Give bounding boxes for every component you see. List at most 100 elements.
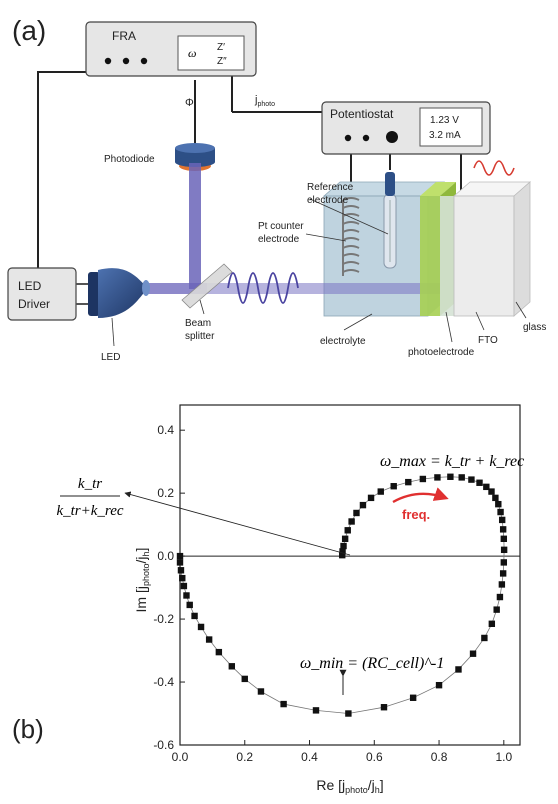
data-point xyxy=(496,593,504,601)
data-point xyxy=(312,707,320,714)
pt-label-2: electrode xyxy=(258,234,300,245)
x-tick-label: 0.6 xyxy=(366,750,383,764)
fra-device: FRA ω Z′ Z″ xyxy=(85,21,257,77)
data-point xyxy=(205,636,213,643)
data-points xyxy=(176,473,508,717)
fra-z2: Z″ xyxy=(217,56,227,67)
data-point xyxy=(481,634,488,642)
electrolyte-label: electrolyte xyxy=(320,336,366,347)
data-point xyxy=(197,623,205,631)
data-point xyxy=(500,546,508,554)
data-point xyxy=(492,494,499,502)
data-point xyxy=(191,612,198,620)
y-tick-label: -0.2 xyxy=(153,612,174,626)
data-point xyxy=(359,501,367,509)
data-point xyxy=(179,574,186,582)
data-point xyxy=(280,700,287,708)
data-point xyxy=(447,473,454,480)
beam-splitter-label-2: splitter xyxy=(185,331,215,342)
fra-knob xyxy=(104,57,112,65)
modulation-wave xyxy=(227,272,299,304)
data-point xyxy=(499,526,507,533)
data-point xyxy=(228,663,236,670)
data-point xyxy=(493,606,500,613)
pt-counter-electrode xyxy=(342,197,360,276)
data-point xyxy=(497,508,504,516)
led-driver-label-1: LED xyxy=(18,279,42,293)
data-point xyxy=(498,516,506,524)
data-point xyxy=(409,694,417,701)
data-point xyxy=(176,559,184,566)
data-point xyxy=(468,476,475,483)
beam-splitter xyxy=(181,263,233,309)
x-axis-ticks: 0.0 0.2 0.4 0.6 0.8 1.0 xyxy=(172,740,512,764)
data-point xyxy=(339,551,346,559)
potentiostat-knob xyxy=(386,131,398,143)
data-point xyxy=(257,688,265,695)
fra-knob xyxy=(140,57,148,65)
data-point xyxy=(390,483,397,490)
y-tick-label: -0.6 xyxy=(153,738,174,752)
data-point xyxy=(405,478,412,486)
data-point xyxy=(367,494,375,502)
data-point xyxy=(469,650,477,657)
data-point xyxy=(458,474,465,481)
data-point xyxy=(180,582,188,590)
y-tick-label: 0.0 xyxy=(157,549,174,563)
data-point xyxy=(353,509,360,517)
x-tick-label: 1.0 xyxy=(495,750,512,764)
data-point xyxy=(341,535,349,542)
ratio-denominator: k_tr+k_rec xyxy=(56,503,123,519)
ratio-annotation: k_tr k_tr+k_rec xyxy=(56,476,351,556)
y-tick-label: 0.4 xyxy=(157,423,174,437)
data-point xyxy=(183,592,190,599)
data-point xyxy=(380,704,388,711)
data-point xyxy=(483,483,490,491)
potentiostat-voltage: 1.23 V xyxy=(430,115,459,126)
reference-label-2: electrode xyxy=(307,195,349,206)
panel-label-b: (b) xyxy=(12,714,44,744)
data-point xyxy=(215,648,223,656)
data-point xyxy=(498,581,506,588)
fra-knob xyxy=(122,57,130,65)
x-axis-label: Re [jphoto/jh] xyxy=(316,777,383,795)
ratio-numerator: k_tr xyxy=(78,476,102,492)
omega-max-label: ω_max = k_tr + k_rec xyxy=(380,453,524,470)
data-point xyxy=(344,527,351,534)
photoelectrode-label: photoelectrode xyxy=(408,347,475,358)
fra-title: FRA xyxy=(112,29,136,43)
x-tick-label: 0.8 xyxy=(431,750,448,764)
series-line xyxy=(179,476,505,714)
data-point xyxy=(345,710,352,717)
data-point xyxy=(500,535,508,542)
data-point xyxy=(348,518,355,525)
jphoto-label: jphoto xyxy=(254,94,275,108)
leader-lines xyxy=(111,198,527,347)
data-point xyxy=(340,542,347,550)
fra-omega: ω xyxy=(188,46,196,60)
data-point xyxy=(499,570,507,577)
potentiostat-knob xyxy=(362,134,370,142)
potentiostat-device: Potentiostat 1.23 V 3.2 mA xyxy=(321,101,491,155)
data-point xyxy=(186,601,193,609)
y-axis-ticks: 0.4 0.2 0.0 -0.2 -0.4 -0.6 xyxy=(153,423,185,752)
y-axis-label: Im [jphoto/jh] xyxy=(133,548,151,613)
potentiostat-title: Potentiostat xyxy=(330,107,394,121)
freq-arrow xyxy=(392,487,449,504)
data-point xyxy=(419,475,427,483)
light-beam xyxy=(145,163,472,294)
panel-label-a: (a) xyxy=(12,15,46,46)
reference-electrode xyxy=(383,172,397,269)
potentiostat-current: 3.2 mA xyxy=(429,130,461,141)
data-point xyxy=(455,666,462,673)
led-driver-label-2: Driver xyxy=(18,297,50,311)
data-point xyxy=(241,675,248,683)
data-point xyxy=(176,552,184,560)
y-tick-label: 0.2 xyxy=(157,486,174,500)
omega-min-label: ω_min = (RC_cell)^-1 xyxy=(300,655,444,672)
data-point xyxy=(339,548,346,555)
data-point xyxy=(476,479,483,486)
data-point xyxy=(495,500,502,508)
fto-label: FTO xyxy=(478,335,498,346)
